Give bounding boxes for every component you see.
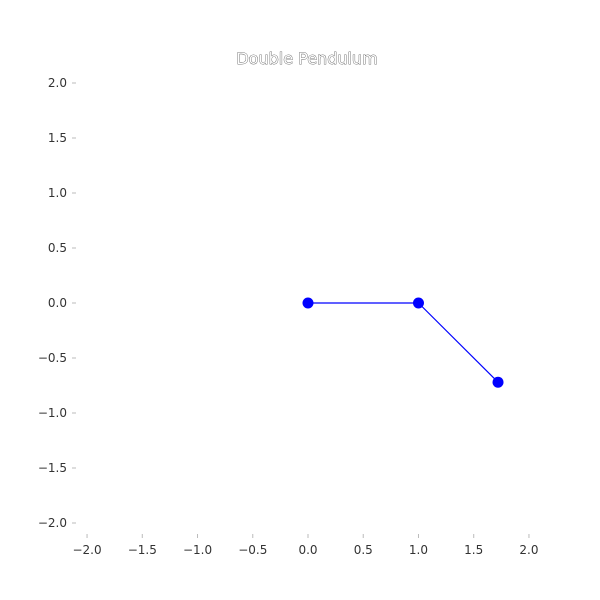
x-tick-label: −2.0 [72,543,101,557]
pendulum-bob [412,297,424,309]
y-tick-label: 1.0 [48,186,67,200]
pendulum-rod [418,302,499,383]
y-tick-label: −1.5 [38,461,67,475]
x-tick-label: 1.5 [464,543,483,557]
series-layer [302,297,504,388]
y-tick-label: 0.0 [48,296,67,310]
y-axis: 2.0 1.5 1.0 0.5 0.0 −0.5 −1.0 −1.5 −2.0 [38,76,76,530]
pendulum-bob [492,376,504,388]
x-axis: −2.0 −1.5 −1.0 −0.5 0.0 0.5 1.0 1.5 2.0 [72,534,538,557]
x-tick-label: −1.0 [183,543,212,557]
y-tick-label: −1.0 [38,406,67,420]
x-tick-label: 1.0 [409,543,428,557]
x-tick-label: −1.5 [128,543,157,557]
x-tick-label: 0.0 [298,543,317,557]
pivot-point [302,297,314,309]
x-tick-label: −0.5 [238,543,267,557]
y-tick-label: −2.0 [38,516,67,530]
y-tick-label: 0.5 [48,241,67,255]
x-tick-label: 0.5 [354,543,373,557]
y-tick-label: 2.0 [48,76,67,90]
chart-title: Double Pendulum [236,49,377,68]
x-tick-label: 2.0 [519,543,538,557]
y-tick-label: 1.5 [48,131,67,145]
y-tick-label: −0.5 [38,351,67,365]
